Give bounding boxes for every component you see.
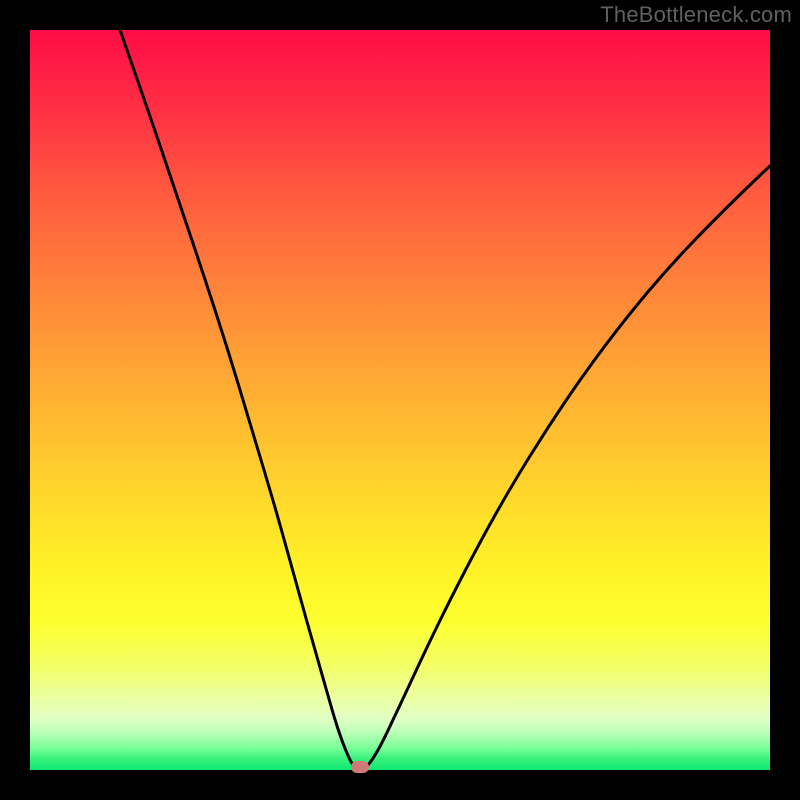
curve-right-branch bbox=[366, 166, 770, 767]
watermark-label: TheBottleneck.com bbox=[600, 2, 792, 28]
plot-area bbox=[30, 30, 770, 770]
optimum-marker bbox=[351, 761, 369, 773]
curve-left-branch bbox=[120, 30, 355, 767]
bottleneck-curve bbox=[30, 30, 770, 770]
